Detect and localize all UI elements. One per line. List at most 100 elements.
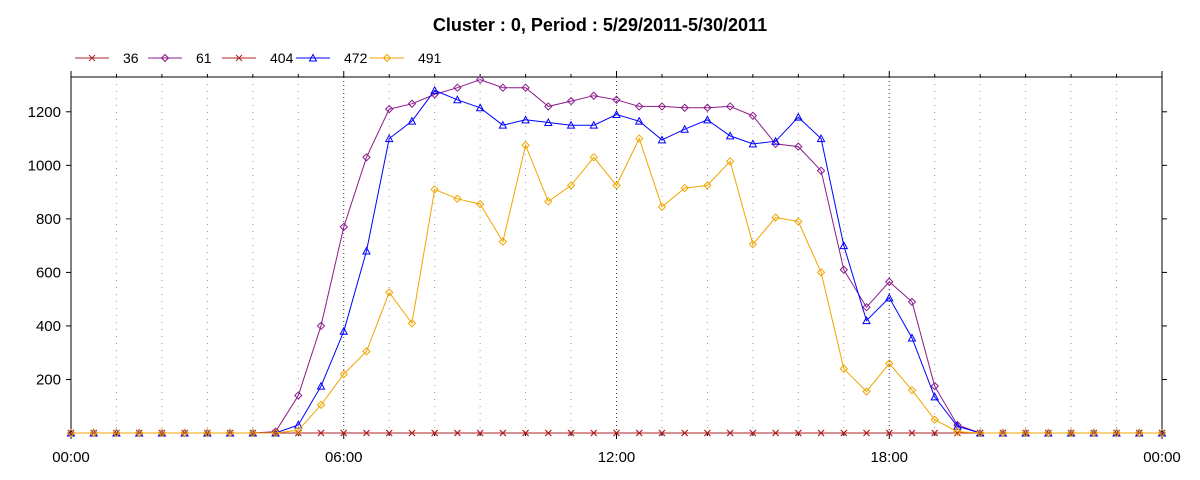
- x-tick-label: 00:00: [1143, 449, 1181, 466]
- data-point: [566, 181, 576, 190]
- data-point: [544, 197, 553, 206]
- marker-stroke: [613, 429, 620, 437]
- data-point: [907, 297, 917, 307]
- data-point: [498, 83, 508, 92]
- data-point: [157, 428, 167, 438]
- data-point: [567, 429, 575, 437]
- legend-label: 404: [270, 50, 294, 66]
- data-point: [612, 109, 621, 118]
- data-point: [953, 421, 962, 430]
- marker-stroke: [431, 429, 439, 437]
- grid: [115, 77, 1118, 433]
- data-point: [862, 316, 871, 325]
- data-point: [771, 136, 780, 145]
- data-point: [589, 120, 599, 129]
- data-point: [725, 131, 735, 140]
- data-point: [590, 429, 598, 437]
- data-point: [498, 120, 508, 129]
- data-point: [1021, 428, 1030, 438]
- data-point: [362, 153, 371, 162]
- x-tick-label: 06:00: [325, 449, 363, 466]
- data-point: [384, 134, 394, 143]
- data-point: [339, 326, 349, 335]
- marker-stroke: [726, 429, 734, 437]
- data-point: [657, 102, 667, 111]
- data-point: [316, 400, 326, 410]
- y-tick-label: 1200: [28, 104, 61, 121]
- marker-stroke: [317, 429, 325, 437]
- marker-stroke: [544, 429, 552, 437]
- data-point: [793, 112, 803, 121]
- series-491: [66, 134, 1167, 438]
- data-point: [498, 237, 508, 246]
- data-point: [476, 429, 484, 437]
- data-point: [385, 429, 393, 437]
- data-point: [839, 241, 849, 250]
- data-point: [703, 181, 712, 190]
- marker-stroke: [749, 429, 757, 437]
- marker-stroke: [635, 429, 643, 437]
- data-point: [863, 429, 870, 437]
- data-point: [340, 429, 348, 437]
- data-point: [1157, 428, 1167, 438]
- data-point: [725, 102, 735, 111]
- data-point: [589, 153, 598, 162]
- data-point: [89, 428, 98, 438]
- data-point: [885, 277, 894, 286]
- legend-item-61: 61: [148, 50, 212, 66]
- data-point: [907, 385, 917, 395]
- marker-stroke: [772, 429, 779, 437]
- data-point: [748, 139, 758, 148]
- data-point: [862, 302, 871, 312]
- data-point: [840, 429, 848, 437]
- marker-stroke: [590, 429, 598, 437]
- data-point: [430, 85, 440, 94]
- data-point: [931, 429, 939, 437]
- marker-stroke: [567, 429, 575, 437]
- data-point: [930, 392, 940, 401]
- data-point: [408, 429, 416, 437]
- data-point: [884, 293, 894, 302]
- marker-stroke: [704, 429, 711, 437]
- data-point: [703, 115, 712, 124]
- data-point: [680, 124, 690, 133]
- plot-area: [70, 76, 1163, 434]
- data-point: [225, 428, 235, 438]
- data-point: [794, 429, 802, 437]
- legend-marker: [160, 53, 170, 63]
- marker-stroke: [499, 429, 507, 437]
- data-point: [134, 428, 144, 438]
- data-point: [816, 166, 826, 175]
- legend: 36 61 404 472 491: [75, 50, 442, 66]
- data-point: [704, 429, 711, 437]
- marker-stroke: [908, 429, 916, 437]
- y-tick-label: 800: [36, 211, 61, 228]
- y-tick-label: 400: [36, 318, 61, 335]
- data-point: [885, 359, 894, 368]
- data-point: [635, 134, 644, 143]
- data-point: [521, 115, 530, 124]
- data-point: [66, 428, 76, 438]
- data-point: [930, 415, 939, 424]
- data-point: [772, 429, 779, 437]
- data-point: [862, 387, 871, 396]
- data-point: [407, 116, 417, 125]
- data-point: [748, 111, 758, 121]
- data-point: [680, 103, 689, 112]
- marker-stroke: [294, 429, 302, 437]
- data-point: [725, 157, 735, 166]
- legend-label: 61: [196, 50, 212, 66]
- data-point: [248, 428, 258, 438]
- data-point: [839, 364, 848, 373]
- x-tick-label: 00:00: [52, 449, 90, 466]
- data-point: [839, 265, 848, 274]
- data-point: [635, 429, 643, 437]
- data-point: [907, 333, 917, 342]
- marker-stroke: [522, 429, 529, 437]
- data-point: [566, 96, 576, 106]
- marker-stroke: [340, 429, 348, 437]
- data-point: [1044, 428, 1053, 438]
- data-point: [475, 199, 485, 209]
- data-point: [930, 381, 939, 391]
- marker-stroke: [840, 429, 848, 437]
